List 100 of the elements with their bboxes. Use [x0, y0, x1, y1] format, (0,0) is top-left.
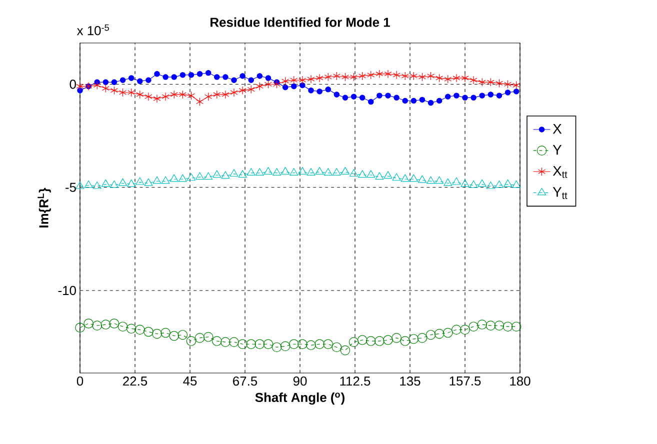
point	[332, 168, 341, 176]
point	[454, 92, 460, 98]
point	[212, 170, 222, 178]
point	[384, 70, 392, 78]
point	[127, 179, 136, 187]
point	[222, 90, 230, 99]
point	[502, 322, 513, 332]
x-tick-label: 135	[400, 376, 420, 386]
point	[383, 335, 393, 345]
point	[154, 71, 160, 77]
point	[300, 82, 306, 88]
point	[109, 318, 120, 328]
point	[273, 80, 281, 89]
point	[188, 72, 194, 78]
point	[452, 177, 461, 185]
point	[375, 172, 384, 180]
point	[75, 322, 85, 333]
point	[350, 169, 358, 177]
point	[340, 167, 350, 174]
point	[246, 168, 256, 176]
point	[435, 176, 444, 184]
point	[298, 167, 307, 174]
point	[316, 88, 322, 94]
point	[146, 77, 152, 84]
point	[102, 84, 110, 93]
point	[376, 92, 382, 98]
point	[470, 94, 476, 101]
x-tick-label: 90	[293, 376, 307, 386]
point	[76, 82, 84, 91]
point	[400, 336, 410, 346]
point	[307, 74, 315, 84]
point	[445, 94, 451, 100]
point	[324, 168, 332, 176]
point	[488, 92, 494, 98]
point	[325, 86, 332, 92]
point	[477, 320, 487, 330]
legend-label: Y	[552, 145, 562, 155]
point	[376, 70, 384, 78]
point	[196, 97, 204, 106]
point	[366, 336, 376, 346]
point	[171, 74, 178, 80]
point	[110, 180, 118, 188]
point	[282, 84, 288, 90]
point	[452, 324, 462, 335]
point	[93, 80, 101, 90]
point	[186, 336, 196, 346]
point	[254, 339, 265, 350]
point	[290, 76, 298, 84]
point	[367, 70, 375, 80]
chart-title: Residue Identified for Mode 1	[210, 17, 390, 27]
point	[92, 320, 102, 330]
point	[153, 94, 161, 103]
point	[374, 336, 384, 346]
point	[427, 72, 435, 80]
point	[196, 71, 203, 77]
legend-label: X	[552, 124, 562, 134]
point	[495, 78, 503, 88]
point	[410, 98, 417, 104]
point	[452, 74, 460, 82]
point	[282, 76, 290, 86]
point	[468, 322, 478, 332]
point	[230, 88, 238, 97]
point	[128, 75, 134, 81]
point	[238, 170, 247, 178]
point	[308, 88, 314, 94]
point	[180, 72, 186, 78]
point	[120, 77, 126, 84]
point	[231, 77, 237, 84]
point	[417, 333, 428, 343]
point	[384, 171, 392, 179]
point	[504, 90, 511, 96]
point	[186, 173, 196, 181]
x-tick-label: 45	[183, 376, 197, 386]
point	[385, 92, 391, 98]
point	[214, 74, 220, 80]
point	[160, 328, 170, 338]
point	[203, 332, 214, 342]
point	[460, 324, 470, 335]
point	[350, 94, 357, 100]
point	[128, 88, 136, 97]
point	[136, 90, 144, 99]
point	[119, 88, 127, 97]
point	[256, 82, 264, 91]
point	[126, 324, 136, 334]
point	[221, 171, 230, 179]
point	[366, 170, 376, 178]
point	[462, 94, 468, 101]
point	[306, 340, 316, 350]
x-tick-label: 22.5	[123, 376, 148, 386]
point	[478, 78, 486, 86]
point	[229, 337, 239, 347]
point	[187, 91, 195, 100]
point	[358, 72, 366, 80]
point	[504, 179, 512, 187]
point	[84, 180, 93, 188]
point	[426, 176, 436, 184]
point	[436, 98, 442, 104]
x-tick-label: 157.5	[450, 376, 481, 386]
point	[486, 181, 495, 189]
point	[298, 76, 306, 84]
